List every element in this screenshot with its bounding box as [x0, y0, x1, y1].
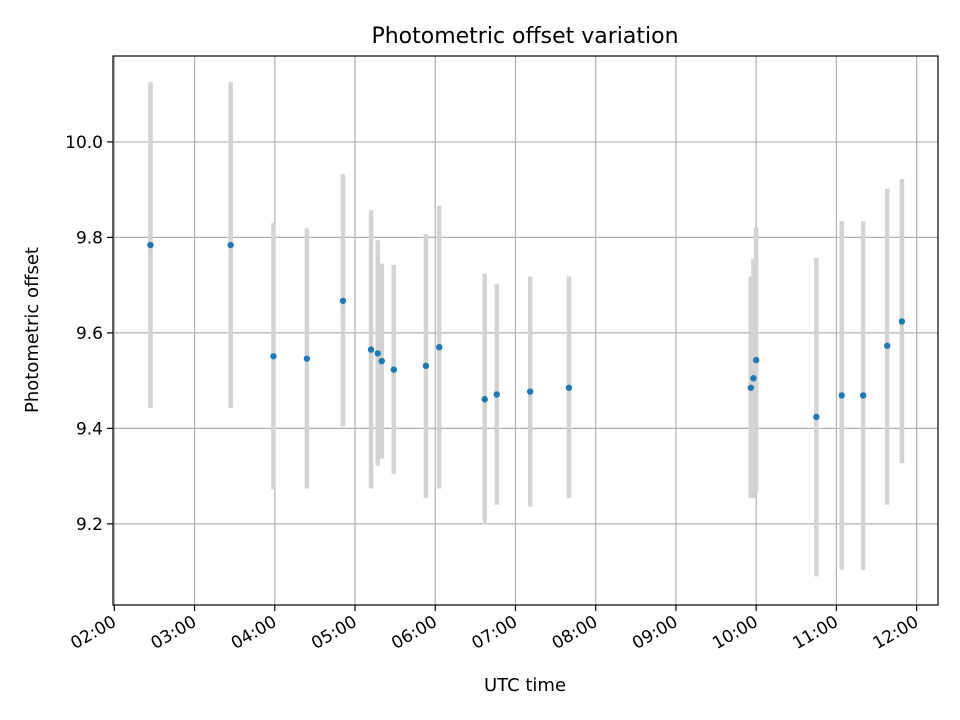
- data-point: [378, 357, 385, 365]
- y-tick-label: 9.8: [76, 228, 103, 248]
- data-point: [526, 388, 534, 395]
- x-tick-label: 04:00: [228, 612, 280, 654]
- data-point: [898, 318, 906, 325]
- grid-lines: [113, 56, 938, 605]
- data-point: [859, 392, 867, 399]
- data-point: [227, 241, 234, 249]
- x-tick-label: 09:00: [629, 612, 681, 654]
- data-point: [752, 356, 760, 364]
- chart-title: Photometric offset variation: [371, 24, 678, 49]
- data-point: [883, 342, 891, 349]
- x-tick-label: 10:00: [709, 612, 761, 654]
- x-tick-label: 02:00: [67, 612, 119, 654]
- data-point: [270, 353, 277, 360]
- x-tick-label: 06:00: [388, 612, 440, 654]
- x-tick-label: 11:00: [789, 612, 841, 654]
- data-point: [374, 350, 381, 357]
- y-axis-label: Photometric offset: [22, 247, 43, 413]
- x-tick-label: 08:00: [549, 612, 601, 654]
- y-tick-label: 10.0: [65, 133, 103, 153]
- plot-frame: [112, 55, 939, 606]
- y-tick-label: 9.2: [76, 515, 103, 535]
- data-point: [303, 355, 311, 362]
- x-tick-label: 07:00: [469, 612, 521, 654]
- data-point: [481, 396, 488, 403]
- data-point: [436, 344, 443, 351]
- x-tick-label: 05:00: [308, 612, 360, 654]
- data-point: [565, 384, 573, 391]
- y-tick-label: 9.6: [76, 324, 103, 344]
- data-point: [750, 375, 757, 382]
- data-point: [147, 241, 154, 249]
- x-tick-label: 03:00: [148, 612, 200, 654]
- data-point: [493, 391, 500, 398]
- data-points: [147, 241, 906, 421]
- y-tick-label: 9.4: [76, 419, 103, 439]
- error-bars: [148, 82, 905, 577]
- data-point: [390, 366, 397, 373]
- x-axis-label: UTC time: [484, 675, 566, 696]
- data-point: [367, 346, 375, 353]
- data-point: [339, 297, 347, 305]
- data-point: [838, 392, 845, 399]
- x-axis-ticks: 02:00 03:00 04:00 05:00 06:00 07:00 08:00 09:00…: [67, 605, 922, 654]
- data-point: [813, 413, 820, 421]
- data-point: [422, 362, 430, 370]
- x-tick-label: 12:00: [870, 612, 922, 654]
- data-point: [747, 384, 755, 391]
- y-axis-ticks: 9.2 9.4 9.6 9.8 10.0: [65, 133, 113, 535]
